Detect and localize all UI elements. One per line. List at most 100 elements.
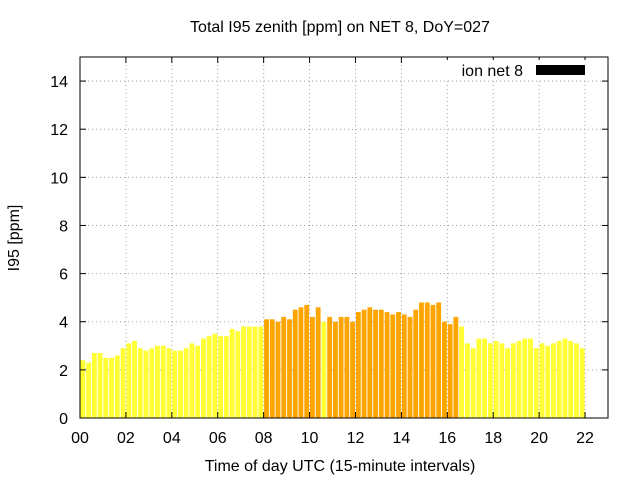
y-tick-label: 2 — [59, 363, 68, 380]
bar — [424, 302, 430, 418]
x-tick-label: 04 — [163, 430, 181, 447]
y-tick-label: 4 — [59, 315, 68, 332]
bar — [149, 348, 155, 418]
bar — [137, 348, 143, 418]
bar — [178, 350, 183, 418]
x-tick-label: 02 — [117, 430, 135, 447]
bar — [487, 343, 493, 418]
y-tick-label: 0 — [59, 411, 68, 428]
bar — [533, 348, 539, 418]
bar — [556, 340, 562, 418]
bar — [103, 357, 109, 418]
bar — [189, 343, 195, 418]
bar — [143, 350, 149, 418]
bar — [419, 302, 424, 418]
bar — [246, 326, 252, 418]
bar — [97, 353, 103, 418]
x-tick-labels: 00 02 04 06 08 10 12 14 16 18 20 22 — [71, 430, 594, 447]
x-tick-label: 22 — [576, 430, 594, 447]
bar — [579, 348, 585, 418]
bar — [281, 316, 287, 418]
x-tick-label: 14 — [392, 430, 410, 447]
x-tick-label: 10 — [301, 430, 319, 447]
bar — [327, 316, 333, 418]
legend: ion net 8 — [430, 60, 605, 80]
y-tick-labels: 0 2 4 6 8 10 12 14 — [50, 74, 68, 428]
bar — [183, 348, 189, 418]
bar — [80, 360, 86, 418]
plot-frame — [79, 56, 609, 419]
bar — [287, 319, 292, 418]
bar — [453, 316, 459, 418]
bar — [350, 321, 356, 418]
bar — [338, 316, 344, 418]
bar — [223, 336, 229, 418]
bar — [459, 326, 465, 418]
x-tick-label: 06 — [209, 430, 227, 447]
bar — [114, 355, 120, 418]
y-tick-label: 6 — [59, 267, 68, 284]
bar — [109, 357, 114, 418]
ticks — [79, 57, 608, 419]
bar — [212, 333, 218, 418]
bar — [384, 312, 390, 418]
bar — [195, 345, 201, 418]
bar — [120, 348, 126, 418]
bar — [206, 336, 212, 418]
bar — [315, 307, 321, 418]
bar — [361, 309, 367, 418]
bar — [155, 345, 160, 418]
bar — [355, 312, 361, 418]
bar — [332, 321, 338, 418]
bar — [522, 338, 528, 418]
bar — [476, 338, 482, 418]
bar — [344, 316, 350, 418]
bar — [510, 343, 516, 418]
bar — [539, 343, 545, 418]
x-tick-label: 08 — [255, 430, 273, 447]
bar — [378, 309, 384, 418]
bar — [229, 328, 235, 418]
bar — [401, 314, 407, 418]
x-tick-label: 00 — [71, 430, 89, 447]
bar — [200, 338, 206, 418]
y-axis-label: I95 [ppm] — [6, 205, 23, 272]
bar — [442, 321, 447, 418]
bar — [218, 336, 224, 418]
bar — [413, 309, 419, 418]
x-tick-label: 20 — [530, 430, 548, 447]
bar — [407, 316, 413, 418]
bar — [373, 309, 378, 418]
x-tick-label: 12 — [347, 430, 365, 447]
bar — [390, 314, 396, 418]
x-tick-label: 16 — [438, 430, 456, 447]
bar — [166, 348, 172, 418]
bar — [505, 348, 510, 418]
x-axis-label: Time of day UTC (15-minute intervals) — [205, 458, 476, 475]
bar — [499, 343, 505, 418]
bar — [396, 312, 401, 418]
bar — [436, 302, 442, 418]
bar — [264, 319, 269, 418]
bar — [241, 326, 246, 418]
legend-label: ion net 8 — [462, 63, 523, 80]
bar — [132, 340, 137, 418]
y-tick-label: 12 — [50, 122, 68, 139]
bar — [310, 316, 315, 418]
bar — [269, 319, 275, 418]
bar — [91, 353, 97, 418]
chart-title: Total I95 zenith [ppm] on NET 8, DoY=027 — [190, 19, 490, 36]
bar — [482, 338, 488, 418]
bar — [447, 324, 453, 418]
bar — [235, 331, 241, 418]
bar — [258, 326, 264, 418]
bar — [292, 309, 298, 418]
x-tick-label: 18 — [484, 430, 502, 447]
bar — [252, 326, 258, 418]
bar — [304, 304, 310, 418]
bar — [470, 348, 476, 418]
bars — [80, 302, 585, 418]
bar — [275, 321, 281, 418]
y-tick-label: 10 — [50, 170, 68, 187]
bar — [528, 338, 533, 418]
